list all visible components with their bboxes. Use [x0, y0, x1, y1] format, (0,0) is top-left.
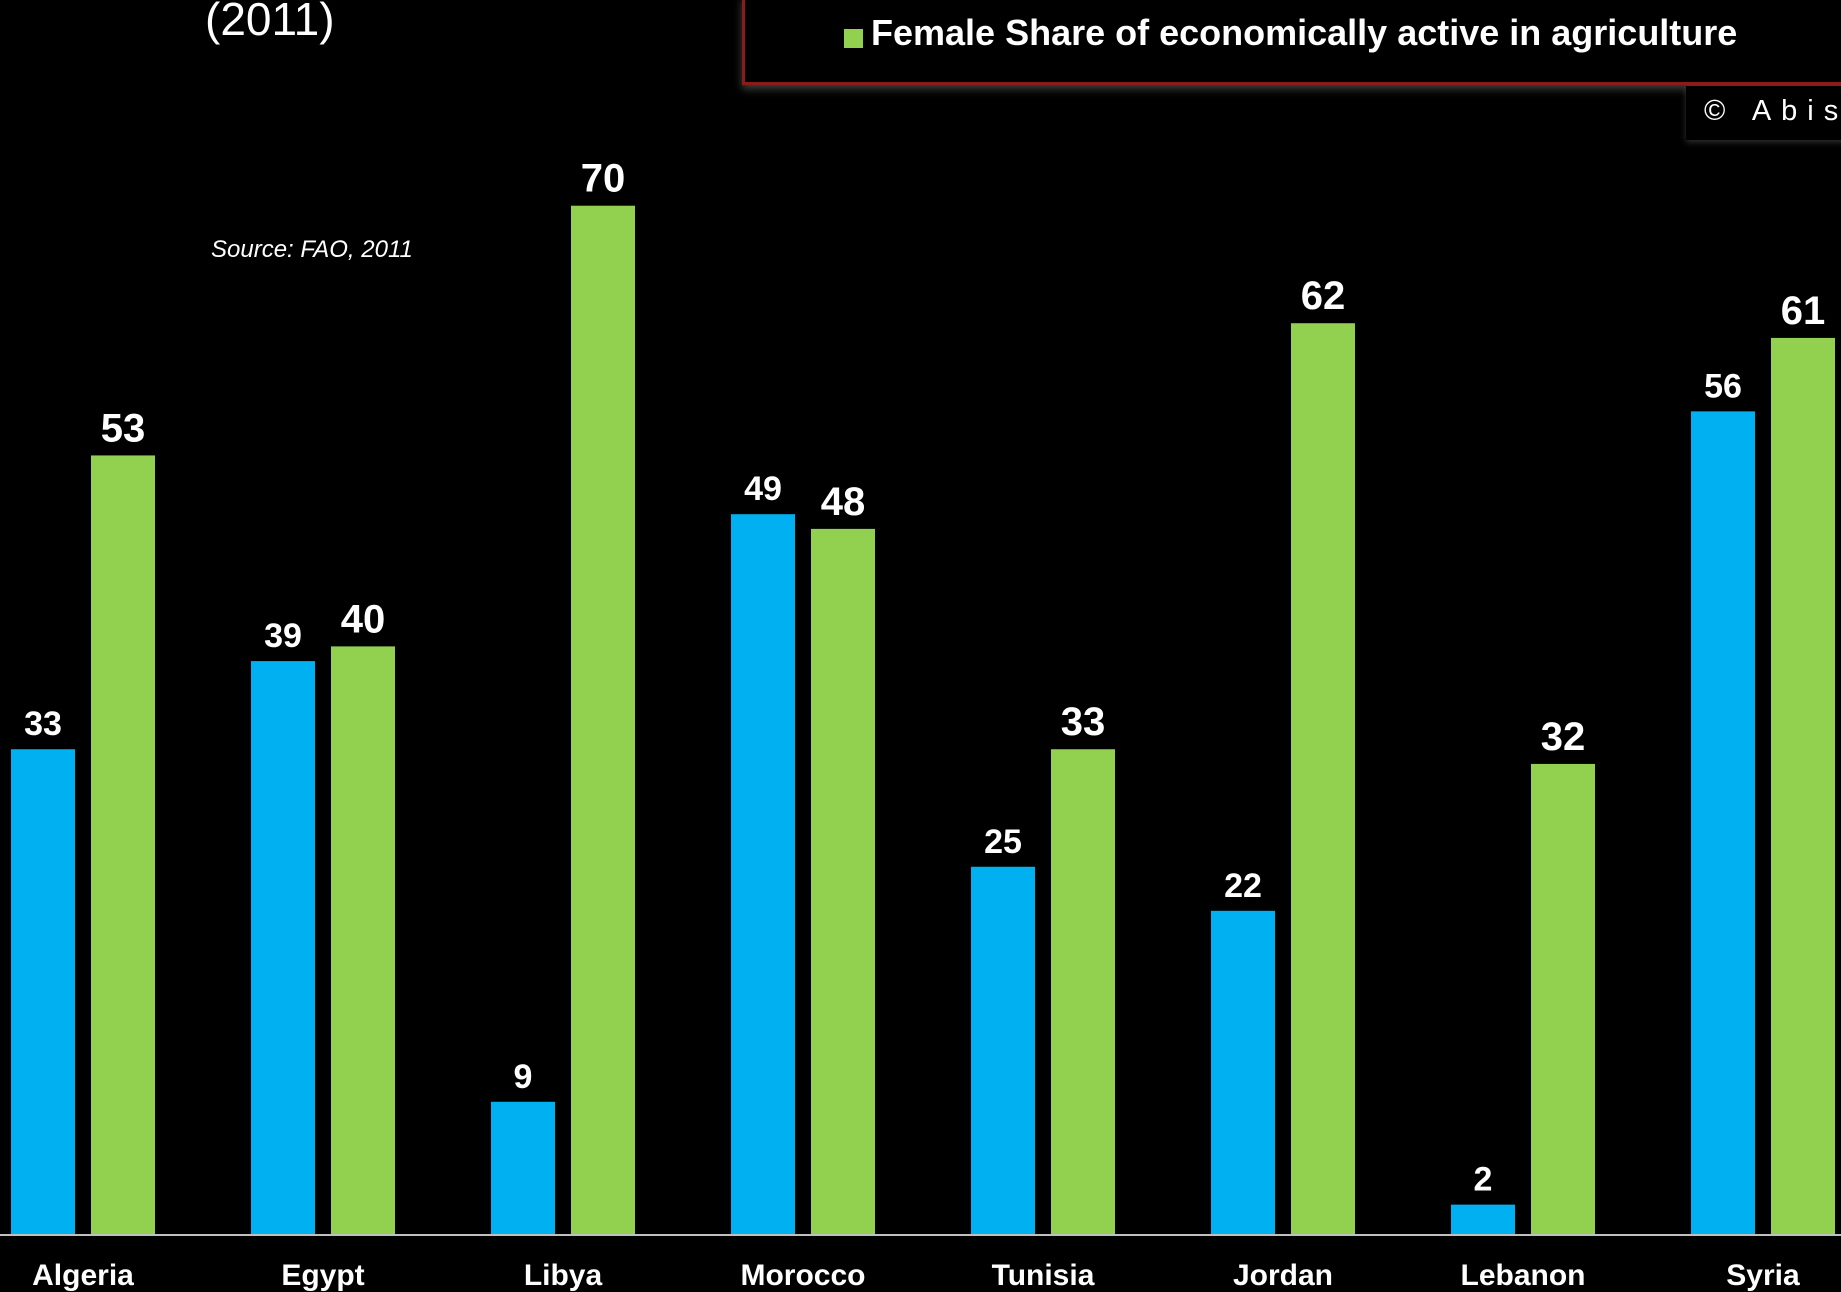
bar-green-libya — [571, 205, 635, 1235]
bar-green-algeria — [91, 455, 155, 1234]
data-label-blue-libya: 9 — [514, 1058, 533, 1096]
data-label-blue-morocco: 49 — [744, 470, 782, 508]
copyright-text: © Abis — [1704, 95, 1841, 127]
bar-blue-jordan — [1211, 910, 1275, 1234]
x-tick-label-morocco: Morocco — [740, 1259, 865, 1292]
x-tick-label-egypt: Egypt — [281, 1259, 364, 1292]
bar-green-lebanon — [1531, 763, 1595, 1234]
data-label-green-lebanon: 32 — [1541, 715, 1586, 759]
data-label-blue-algeria: 33 — [24, 705, 62, 743]
data-label-green-tunisia: 33 — [1061, 700, 1106, 744]
bar-green-jordan — [1291, 323, 1355, 1235]
bar-green-morocco — [811, 528, 875, 1234]
data-label-blue-syria: 56 — [1704, 367, 1742, 405]
source-note: Source: FAO, 2011 — [211, 236, 413, 263]
x-tick-label-lebanon: Lebanon — [1461, 1259, 1586, 1292]
x-tick-label-algeria: Algeria — [32, 1259, 134, 1292]
x-tick-label-jordan: Jordan — [1233, 1259, 1333, 1292]
x-tick-label-syria: Syria — [1726, 1259, 1800, 1292]
x-tick-label-libya: Libya — [524, 1259, 603, 1292]
bar-blue-egypt — [251, 661, 315, 1234]
data-label-blue-lebanon: 2 — [1474, 1161, 1493, 1199]
data-label-green-morocco: 48 — [821, 480, 866, 524]
data-label-green-algeria: 53 — [101, 406, 146, 450]
legend-swatch-green — [844, 29, 863, 48]
copyright-badge: © Abis — [1686, 86, 1841, 140]
bar-blue-syria — [1691, 411, 1755, 1234]
x-tick-label-tunisia: Tunisia — [992, 1259, 1095, 1292]
legend: Female Share of economically active in a… — [742, 0, 1841, 85]
bar-blue-libya — [491, 1101, 555, 1234]
bar-blue-algeria — [11, 749, 75, 1234]
data-label-blue-egypt: 39 — [264, 617, 302, 655]
bar-blue-morocco — [731, 514, 795, 1234]
data-label-green-syria: 61 — [1781, 289, 1826, 333]
bar-green-syria — [1771, 337, 1835, 1234]
data-label-blue-tunisia: 25 — [984, 823, 1022, 861]
chart-subtitle: (2011) — [205, 0, 335, 45]
data-label-green-egypt: 40 — [341, 597, 386, 641]
bar-green-tunisia — [1051, 749, 1115, 1234]
bar-blue-lebanon — [1451, 1204, 1515, 1234]
bar-green-egypt — [331, 646, 395, 1234]
legend-label: Female Share of economically active in a… — [871, 12, 1738, 53]
data-label-green-libya: 70 — [581, 157, 626, 201]
data-label-blue-jordan: 22 — [1224, 867, 1262, 905]
data-label-green-jordan: 62 — [1301, 274, 1346, 318]
bar-blue-tunisia — [971, 866, 1035, 1234]
